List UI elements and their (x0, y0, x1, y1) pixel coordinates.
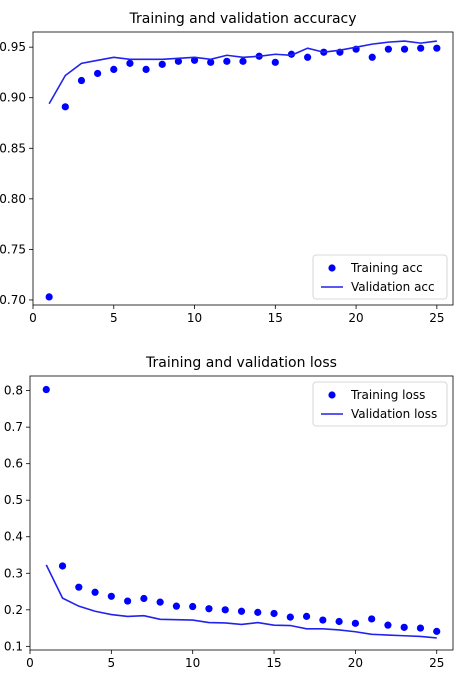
y-tick-label: 0.4 (4, 530, 23, 544)
data-point (190, 56, 199, 64)
y-tick-label: 0.6 (4, 457, 23, 471)
x-tick-label: 5 (108, 656, 116, 670)
legend-box (312, 254, 448, 300)
data-point (158, 60, 166, 68)
data-point (207, 58, 215, 66)
data-point (416, 624, 425, 632)
y-tick-label: 0.1 (4, 639, 23, 653)
data-point (351, 619, 359, 627)
data-point (94, 69, 102, 78)
y-tick-label: 0.3 (4, 566, 23, 580)
data-point (400, 45, 409, 53)
data-point (140, 594, 148, 603)
y-tick-label: 0.75 (0, 242, 26, 256)
x-tick-label: 10 (187, 311, 202, 325)
y-tick-label: 0.85 (0, 141, 26, 155)
data-point (254, 608, 262, 616)
data-point (189, 602, 197, 611)
x-tick-label: 5 (110, 311, 118, 325)
y-tick-label: 0.8 (4, 384, 23, 398)
plot-frame (29, 375, 454, 651)
data-point (124, 597, 132, 605)
x-tick-label: 25 (429, 311, 444, 325)
chart-title: Training and validation loss (145, 355, 337, 371)
data-point (110, 65, 118, 74)
data-point (156, 598, 164, 606)
data-point (287, 50, 296, 58)
data-point (172, 602, 181, 610)
data-point (384, 45, 392, 53)
x-tick-label: 20 (348, 311, 363, 325)
data-point (223, 57, 231, 65)
data-point (174, 57, 182, 65)
data-point (335, 617, 343, 626)
data-point (91, 588, 99, 596)
data-point (239, 57, 247, 65)
data-point (142, 65, 150, 74)
data-point (417, 44, 425, 52)
legend-label: Training loss (350, 388, 425, 402)
data-point (58, 562, 67, 570)
series-line-validation-acc (48, 40, 437, 105)
y-tick-label: 0.80 (0, 192, 26, 206)
accuracy-chart: Training and validation accuracy 0 5 10 15 20… (0, 11, 454, 325)
y-tick-label: 0.5 (4, 493, 23, 507)
y-tick-label: 0.90 (0, 91, 26, 105)
data-point (304, 53, 312, 61)
data-point (400, 623, 408, 631)
x-tick-label: 20 (348, 656, 363, 670)
x-tick-label: 15 (268, 311, 283, 325)
y-tick-label: 0.7 (4, 420, 23, 434)
data-point (126, 59, 134, 67)
data-point (384, 621, 392, 629)
x-tick-label: 15 (266, 656, 281, 670)
x-tick-label: 10 (185, 656, 200, 670)
data-point (61, 103, 69, 111)
data-point (433, 44, 441, 52)
legend-label: Training acc (350, 261, 423, 275)
data-point (368, 615, 376, 623)
x-tick-label: 0 (29, 311, 37, 325)
data-point (42, 385, 50, 394)
y-tick-label: 0.70 (0, 293, 26, 307)
y-tick-label: 0.2 (4, 603, 23, 617)
data-point (286, 613, 294, 621)
data-point (75, 583, 83, 591)
chart-title: Training and validation accuracy (128, 11, 356, 27)
data-point (237, 607, 246, 615)
legend-box (312, 381, 448, 427)
x-tick-label: 0 (26, 656, 34, 670)
x-tick-label: 25 (429, 656, 444, 670)
legend-point-swatch (328, 391, 336, 399)
plot-frame (32, 31, 454, 306)
data-point (77, 76, 86, 85)
data-point (45, 293, 53, 301)
data-point (368, 53, 376, 61)
data-point (271, 58, 279, 66)
series-line-validation-loss (45, 564, 437, 639)
legend-label: Validation acc (351, 280, 435, 294)
data-point (107, 592, 115, 600)
legend-point-swatch (328, 264, 336, 272)
legend-label: Validation loss (351, 407, 437, 421)
y-tick-label: 0.95 (0, 40, 26, 54)
data-point (221, 606, 229, 614)
data-point (319, 616, 327, 624)
data-point (433, 627, 441, 635)
loss-chart: Training and validation loss 0 5 10 15 20 25 0.… (4, 355, 454, 670)
data-point (270, 609, 278, 618)
data-point (302, 612, 311, 620)
data-point (205, 605, 213, 613)
